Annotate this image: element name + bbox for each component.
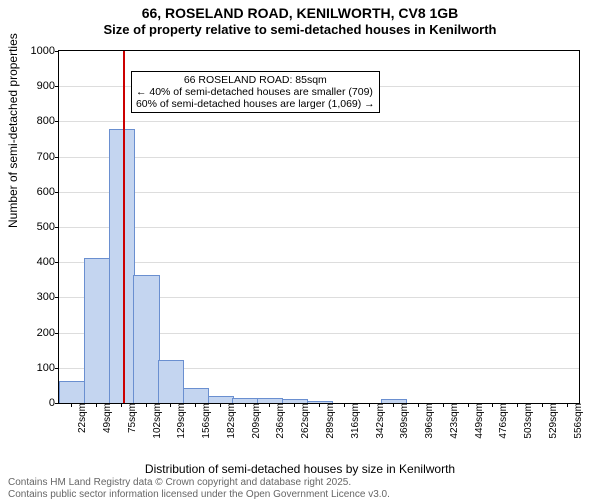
footer-line2: Contains public sector information licen…: [8, 489, 390, 500]
x-tick-label: 369sqm: [397, 403, 410, 439]
x-tick-mark: [517, 403, 518, 407]
x-tick-label: 49sqm: [100, 403, 113, 433]
histogram-bar: [109, 129, 135, 403]
gridline: [59, 262, 579, 263]
x-tick-mark: [393, 403, 394, 407]
histogram-bar: [208, 396, 234, 403]
histogram-bar: [158, 360, 184, 403]
x-tick-mark: [567, 403, 568, 407]
x-axis-label: Distribution of semi-detached houses by …: [0, 462, 600, 476]
x-tick-mark: [269, 403, 270, 407]
y-tick-label: 200: [37, 327, 59, 339]
x-tick-label: 156sqm: [199, 403, 212, 439]
x-tick-label: 342sqm: [373, 403, 386, 439]
y-tick-label: 0: [49, 397, 59, 409]
x-tick-label: 75sqm: [125, 403, 138, 433]
x-tick-mark: [146, 403, 147, 407]
histogram-bar: [84, 258, 110, 403]
x-tick-label: 476sqm: [496, 403, 509, 439]
x-tick-label: 449sqm: [472, 403, 485, 439]
x-tick-label: 102sqm: [150, 403, 163, 439]
x-tick-label: 289sqm: [323, 403, 336, 439]
x-tick-label: 236sqm: [273, 403, 286, 439]
x-tick-mark: [245, 403, 246, 407]
histogram-bar: [183, 388, 209, 403]
x-tick-label: 423sqm: [447, 403, 460, 439]
gridline: [59, 227, 579, 228]
y-tick-label: 1000: [31, 45, 59, 57]
x-tick-mark: [443, 403, 444, 407]
y-tick-label: 600: [37, 186, 59, 198]
x-tick-label: 316sqm: [348, 403, 361, 439]
x-tick-mark: [319, 403, 320, 407]
x-tick-mark: [170, 403, 171, 407]
x-tick-label: 556sqm: [571, 403, 584, 439]
annotation-line2: ← 40% of semi-detached houses are smalle…: [136, 86, 375, 98]
y-tick-label: 100: [37, 362, 59, 374]
property-marker-line: [123, 51, 125, 403]
x-tick-label: 182sqm: [224, 403, 237, 439]
x-tick-label: 503sqm: [521, 403, 534, 439]
y-tick-label: 900: [37, 80, 59, 92]
annotation-line3: 60% of semi-detached houses are larger (…: [136, 98, 375, 110]
x-tick-label: 129sqm: [174, 403, 187, 439]
title-main: 66, ROSELAND ROAD, KENILWORTH, CV8 1GB: [0, 0, 600, 21]
x-tick-label: 262sqm: [298, 403, 311, 439]
y-tick-label: 700: [37, 151, 59, 163]
x-tick-mark: [369, 403, 370, 407]
x-tick-mark: [71, 403, 72, 407]
annotation-box: 66 ROSELAND ROAD: 85sqm← 40% of semi-det…: [131, 71, 380, 113]
x-tick-label: 529sqm: [546, 403, 559, 439]
x-tick-mark: [121, 403, 122, 407]
gridline: [59, 121, 579, 122]
x-tick-label: 209sqm: [249, 403, 262, 439]
x-tick-label: 396sqm: [422, 403, 435, 439]
x-tick-mark: [220, 403, 221, 407]
gridline: [59, 192, 579, 193]
histogram-bar: [133, 275, 159, 403]
chart-plot-area: 0100200300400500600700800900100022sqm49s…: [58, 50, 580, 404]
footer-line1: Contains HM Land Registry data © Crown c…: [8, 477, 351, 488]
y-tick-label: 300: [37, 291, 59, 303]
footer-attribution: Contains HM Land Registry data © Crown c…: [8, 477, 390, 500]
y-tick-label: 500: [37, 221, 59, 233]
gridline: [59, 157, 579, 158]
x-tick-mark: [492, 403, 493, 407]
annotation-line1: 66 ROSELAND ROAD: 85sqm: [136, 74, 375, 86]
title-sub: Size of property relative to semi-detach…: [0, 21, 600, 37]
y-axis-label: Number of semi-detached properties: [6, 33, 20, 228]
y-tick-label: 400: [37, 256, 59, 268]
x-tick-label: 22sqm: [75, 403, 88, 433]
histogram-bar: [59, 381, 85, 403]
x-tick-mark: [195, 403, 196, 407]
x-tick-mark: [418, 403, 419, 407]
x-tick-mark: [468, 403, 469, 407]
x-tick-mark: [294, 403, 295, 407]
x-tick-mark: [542, 403, 543, 407]
x-tick-mark: [96, 403, 97, 407]
y-tick-label: 800: [37, 115, 59, 127]
x-tick-mark: [344, 403, 345, 407]
